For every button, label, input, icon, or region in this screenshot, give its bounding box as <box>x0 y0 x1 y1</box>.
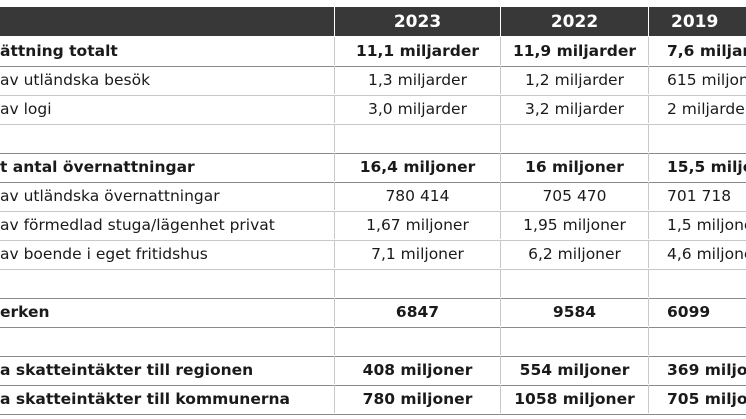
value-2019: 701 718 <box>648 182 746 210</box>
value-2022: 3,2 miljarder <box>500 95 648 123</box>
value-2019: 2 miljarder <box>648 95 746 123</box>
value-2022: 705 470 <box>500 182 648 210</box>
table-row: a skatteintäkter till regionen 408 miljo… <box>0 356 746 386</box>
value-2023 <box>334 327 500 355</box>
value-2022: 1058 miljoner <box>500 385 648 413</box>
row-label <box>0 327 333 355</box>
value-2023: 3,0 miljarder <box>334 95 500 123</box>
value-2019: 6099 <box>648 298 746 326</box>
value-2022 <box>500 124 648 152</box>
value-2019: 705 miljoner <box>648 385 746 413</box>
value-2019: 369 miljoner <box>648 356 746 384</box>
value-2022: 1,95 miljoner <box>500 211 648 239</box>
value-2019 <box>648 269 746 297</box>
value-2023: 11,1 miljarder <box>334 37 500 65</box>
row-label: t antal övernattningar <box>0 158 195 176</box>
value-2023: 16,4 miljoner <box>334 153 500 181</box>
table-row: erken 6847 9584 6099 <box>0 298 746 328</box>
table-row: av förmedlad stuga/lägenhet privat 1,67 … <box>0 211 746 241</box>
header-year-2019: 2019 <box>648 7 746 36</box>
value-2019 <box>648 327 746 355</box>
table-row-empty <box>0 269 746 299</box>
value-2023: 7,1 miljoner <box>334 240 500 268</box>
value-2023: 1,67 miljoner <box>334 211 500 239</box>
value-2022: 11,9 miljarder <box>500 37 648 65</box>
table-row-empty <box>0 327 746 357</box>
value-2019: 15,5 miljoner <box>648 153 746 181</box>
header-year-2022: 2022 <box>500 7 648 36</box>
value-2023: 408 miljoner <box>334 356 500 384</box>
table-row: av utländska besök 1,3 miljarder 1,2 mil… <box>0 66 746 96</box>
value-2022 <box>500 327 648 355</box>
value-2019: 1,5 miljoner <box>648 211 746 239</box>
row-label: av förmedlad stuga/lägenhet privat <box>0 216 275 234</box>
value-2019: 615 miljoner <box>648 66 746 94</box>
row-label: ättning totalt <box>0 42 118 60</box>
value-2019: 4,6 miljoner <box>648 240 746 268</box>
value-2023 <box>334 124 500 152</box>
value-2023 <box>334 269 500 297</box>
row-label: a skatteintäkter till regionen <box>0 361 254 379</box>
value-2022: 9584 <box>500 298 648 326</box>
value-2019: 7,6 miljarder <box>648 37 746 65</box>
value-2022: 6,2 miljoner <box>500 240 648 268</box>
table-row: av boende i eget fritidshus 7,1 miljoner… <box>0 240 746 270</box>
value-2023: 780 miljoner <box>334 385 500 413</box>
header-label-cell <box>0 7 333 36</box>
header-year-2023: 2023 <box>334 7 500 36</box>
value-2019 <box>648 124 746 152</box>
row-label: av utländska övernattningar <box>0 187 220 205</box>
value-2022: 554 miljoner <box>500 356 648 384</box>
row-label: erken <box>0 303 50 321</box>
row-label: av utländska besök <box>0 71 151 89</box>
value-2023: 6847 <box>334 298 500 326</box>
table-row: t antal övernattningar 16,4 miljoner 16 … <box>0 153 746 183</box>
row-label <box>0 124 333 152</box>
table-row-empty <box>0 124 746 154</box>
table-row: av utländska övernattningar 780 414 705 … <box>0 182 746 212</box>
table-row: ättning totalt 11,1 miljarder 11,9 milja… <box>0 37 746 67</box>
row-label: a skatteintäkter till kommunerna <box>0 390 290 408</box>
row-label: av logi <box>0 100 52 118</box>
value-2022: 1,2 miljarder <box>500 66 648 94</box>
table-header: 2023 2022 2019 <box>0 7 746 36</box>
row-label: av boende i eget fritidshus <box>0 245 208 263</box>
value-2022: 16 miljoner <box>500 153 648 181</box>
value-2022 <box>500 269 648 297</box>
table-row: av logi 3,0 miljarder 3,2 miljarder 2 mi… <box>0 95 746 125</box>
value-2023: 780 414 <box>334 182 500 210</box>
row-label <box>0 269 333 297</box>
table-row: a skatteintäkter till kommunerna 780 mil… <box>0 385 746 415</box>
value-2023: 1,3 miljarder <box>334 66 500 94</box>
